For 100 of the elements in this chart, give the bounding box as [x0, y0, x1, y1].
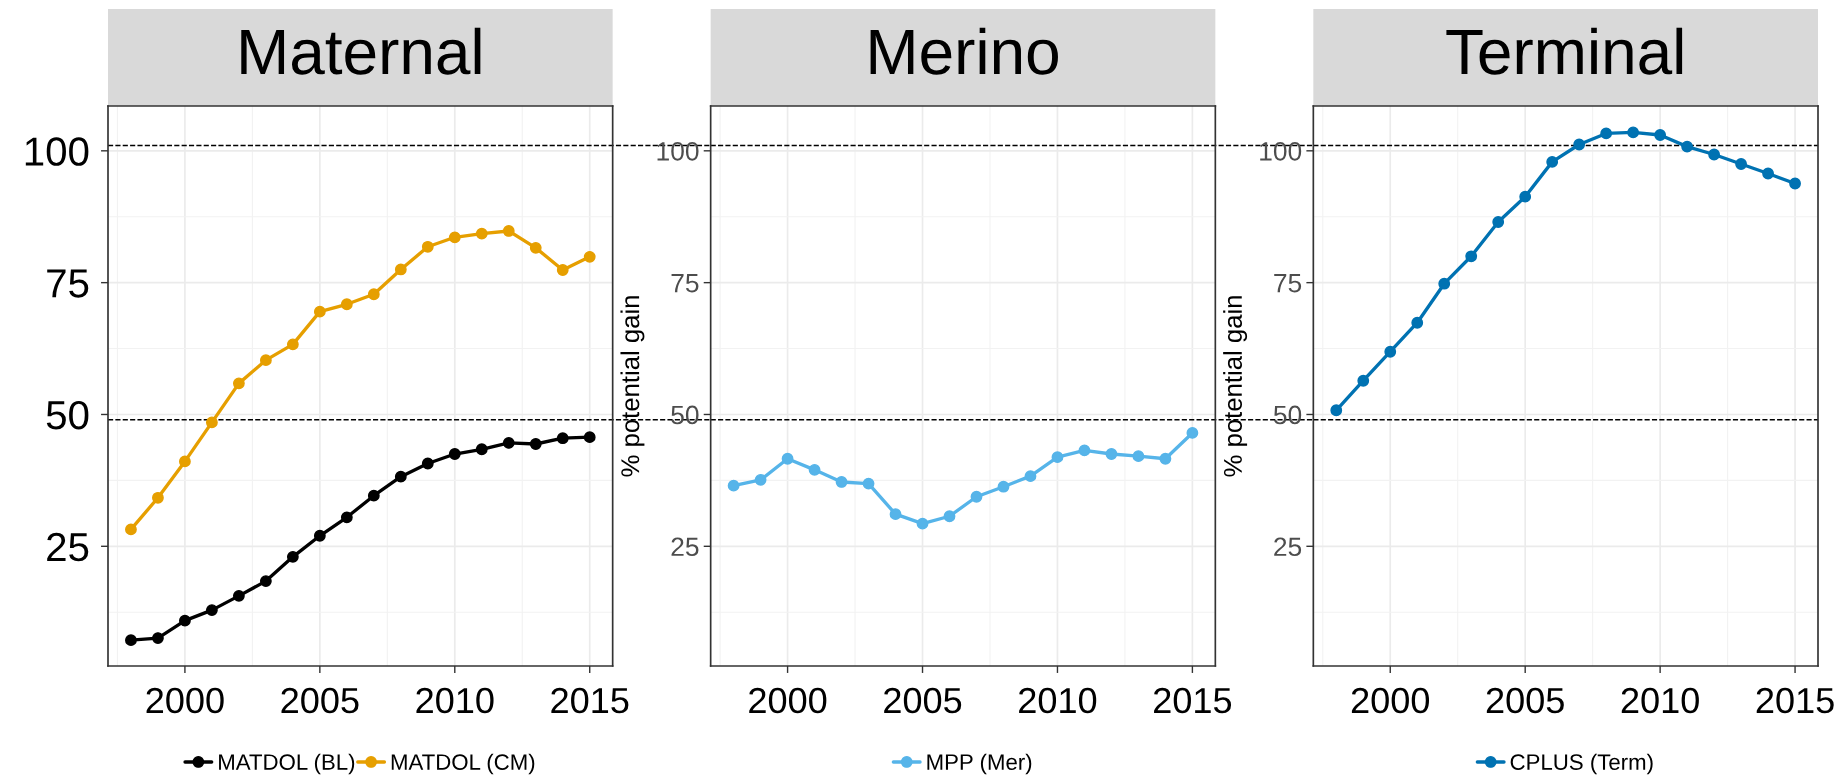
- point: [529, 241, 542, 254]
- x-tick-label: 2010: [1621, 687, 1699, 714]
- point: [232, 377, 245, 390]
- x-tick-label: 2000: [1351, 687, 1430, 714]
- point: [583, 250, 596, 263]
- point: [475, 227, 488, 240]
- y-tick-label: 100: [1260, 141, 1302, 161]
- x-tick-label: 2010: [1019, 687, 1097, 714]
- x-tick-label: 2015: [551, 687, 629, 714]
- point: [286, 338, 299, 351]
- point: [970, 490, 983, 503]
- point: [862, 477, 875, 490]
- point: [448, 231, 461, 244]
- legend-label: MATDOL (BL): [219, 753, 355, 775]
- point: [421, 240, 434, 253]
- point: [1384, 345, 1397, 358]
- point: [1132, 450, 1145, 463]
- x-tick-label: 2005: [1486, 687, 1564, 714]
- x-tick-label: 2000: [146, 687, 224, 714]
- y-tick-label: 75: [671, 274, 699, 293]
- point: [448, 448, 461, 460]
- point: [340, 298, 353, 311]
- point: [1708, 148, 1721, 161]
- point: [152, 491, 164, 504]
- y-tick-label: 100: [25, 137, 89, 166]
- point: [286, 550, 299, 563]
- point: [259, 354, 272, 367]
- point: [556, 432, 569, 445]
- legend-label: MPP (Mer): [927, 753, 1032, 775]
- point: [367, 489, 380, 502]
- x-tick-label: 2015: [1756, 687, 1834, 714]
- point: [1105, 448, 1118, 460]
- point: [889, 508, 902, 521]
- point: [125, 634, 137, 647]
- point: [367, 288, 380, 301]
- point: [1627, 126, 1640, 139]
- y-tick-label: 75: [47, 269, 89, 298]
- point: [313, 305, 326, 318]
- point: [1735, 158, 1747, 170]
- x-tick-label: 2005: [281, 687, 359, 714]
- point: [916, 517, 929, 530]
- point: [1654, 129, 1667, 141]
- chart-title: Merino: [870, 27, 1058, 75]
- point: [394, 470, 407, 483]
- point: [340, 511, 353, 524]
- y-axis-title: % potential gain: [1223, 296, 1248, 477]
- point: [1600, 127, 1613, 140]
- chart-title: Terminal: [1446, 27, 1683, 75]
- y-tick-label: 25: [47, 532, 89, 562]
- point: [313, 529, 326, 542]
- y-tick-label: 50: [46, 400, 89, 430]
- point: [1330, 404, 1343, 417]
- point: [1546, 155, 1559, 168]
- point: [1186, 427, 1199, 439]
- point: [502, 225, 515, 237]
- y-tick-label: 25: [671, 537, 699, 557]
- point: [781, 452, 794, 465]
- point: [1051, 451, 1064, 464]
- point: [205, 416, 218, 429]
- point: [1438, 277, 1451, 290]
- point: [556, 264, 569, 276]
- point: [1762, 167, 1774, 180]
- point: [1492, 216, 1505, 228]
- chart-title: Maternal: [241, 27, 481, 75]
- y-tick-label: 100: [657, 141, 699, 161]
- x-tick-label: 2010: [416, 687, 494, 714]
- point: [205, 604, 218, 617]
- point: [125, 523, 137, 536]
- legend-label: CPLUS (Term): [1510, 753, 1653, 775]
- point: [475, 443, 488, 456]
- point: [529, 438, 542, 450]
- legend-label: MATDOL (CM): [391, 753, 535, 775]
- point: [1465, 250, 1478, 263]
- x-tick-label: 2015: [1154, 687, 1232, 714]
- point: [421, 457, 434, 470]
- point: [1519, 190, 1532, 203]
- y-tick-label: 75: [1274, 274, 1302, 293]
- point: [1357, 374, 1370, 387]
- point: [754, 473, 767, 486]
- point: [1078, 444, 1091, 457]
- point: [835, 476, 848, 488]
- point: [1789, 177, 1801, 190]
- point: [152, 632, 164, 644]
- point: [1681, 140, 1694, 153]
- point: [259, 575, 272, 588]
- point: [1159, 452, 1172, 465]
- point: [179, 455, 191, 468]
- y-tick-label: 25: [1274, 537, 1302, 557]
- point: [1411, 316, 1424, 329]
- x-tick-label: 2000: [749, 687, 827, 714]
- point: [583, 431, 596, 444]
- point: [394, 263, 407, 276]
- point: [232, 589, 245, 602]
- point: [1024, 470, 1037, 483]
- y-axis-title: % potential gain: [620, 296, 645, 477]
- point: [808, 463, 821, 476]
- point: [943, 510, 956, 523]
- point: [997, 480, 1010, 493]
- x-tick-label: 2005: [884, 687, 962, 714]
- point: [179, 614, 191, 627]
